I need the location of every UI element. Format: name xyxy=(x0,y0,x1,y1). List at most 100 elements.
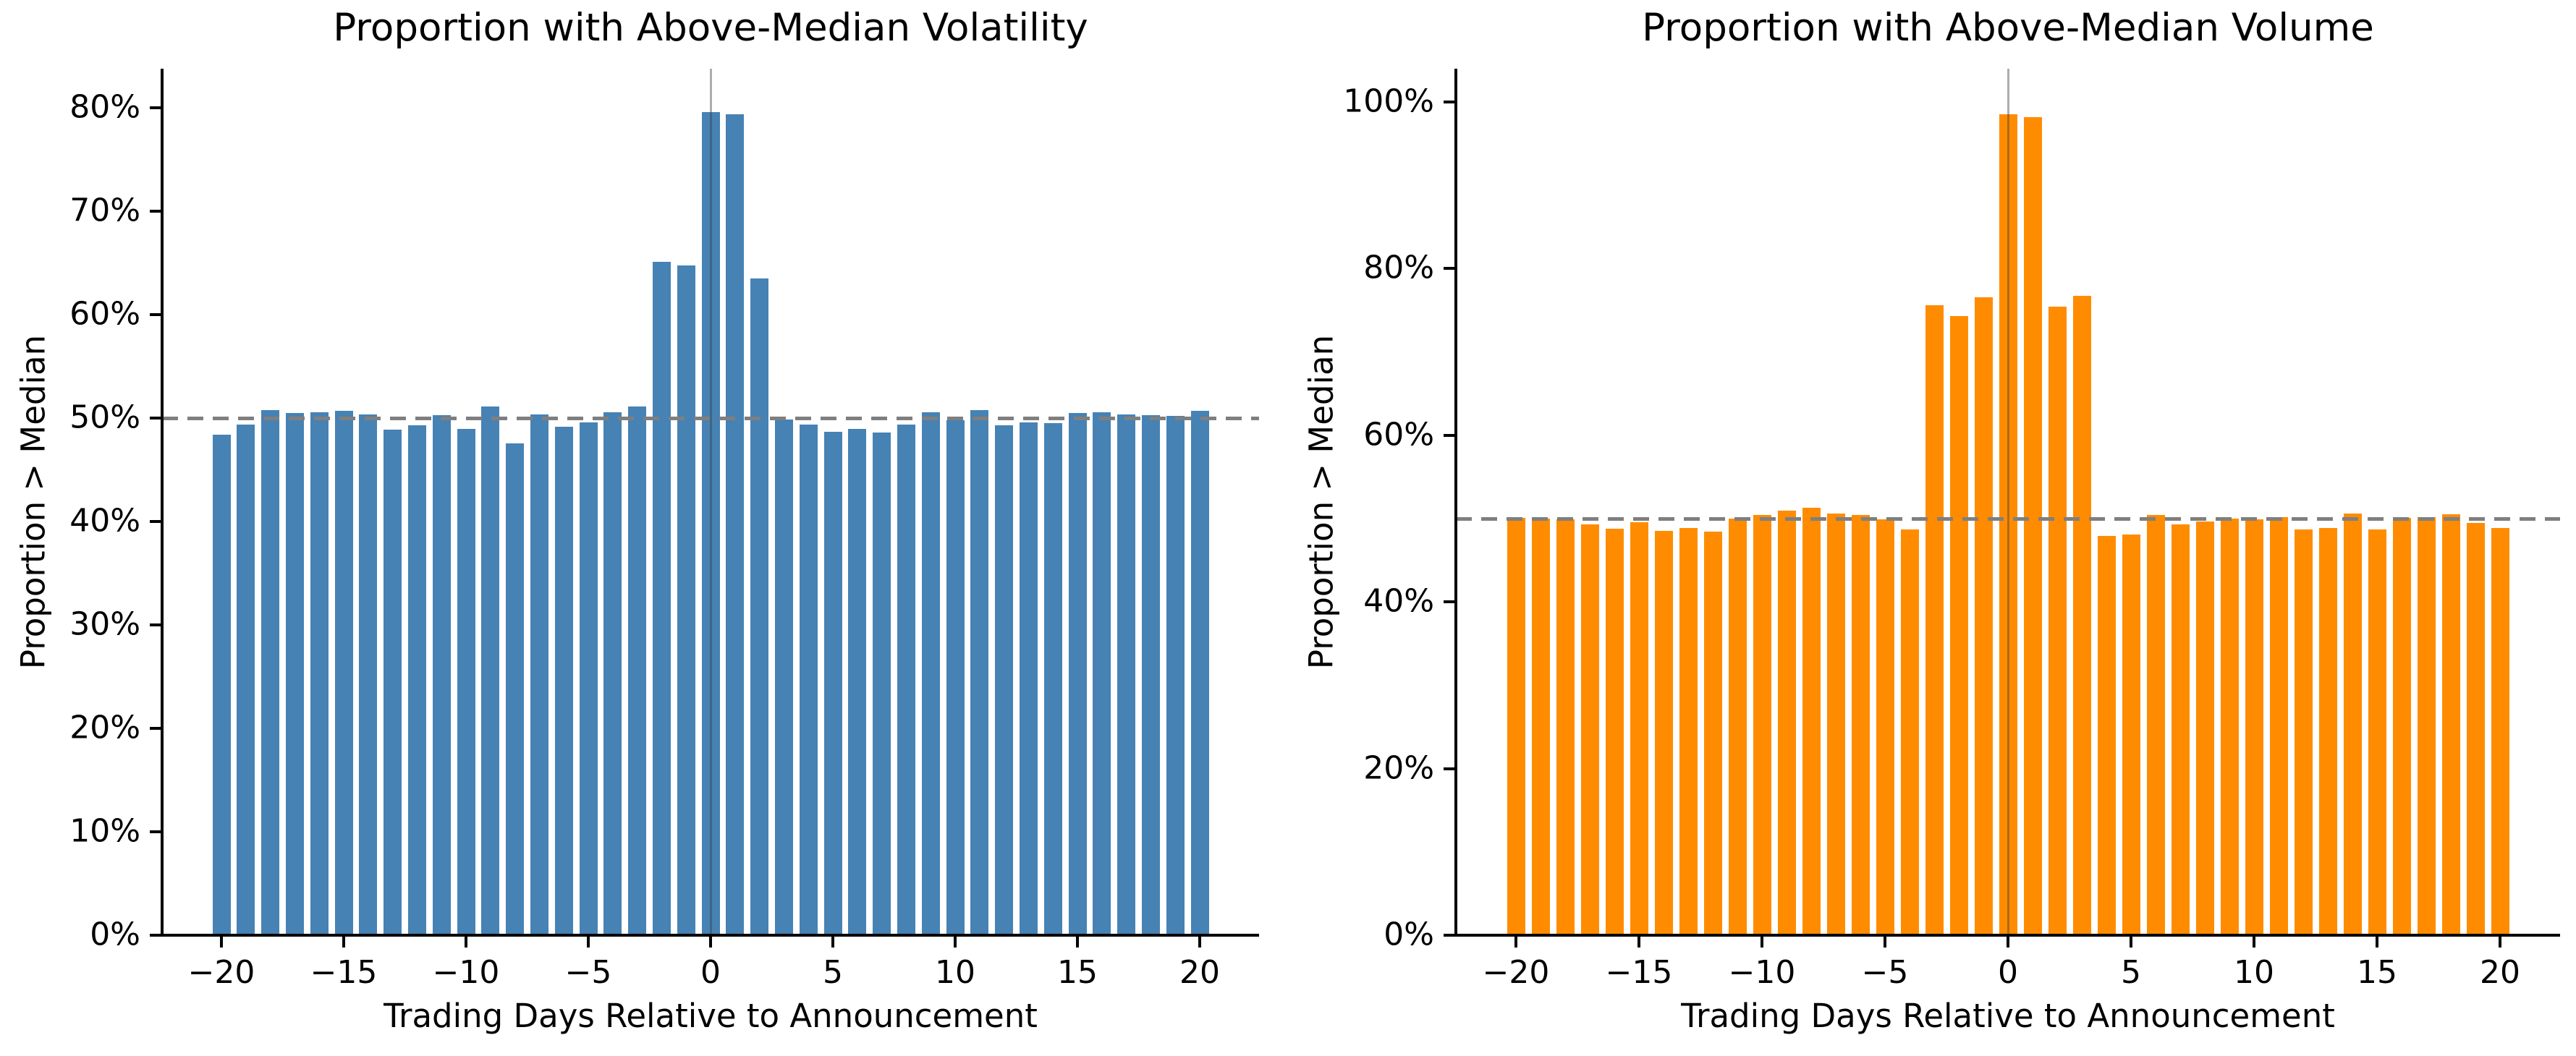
bar-day--6 xyxy=(1851,515,1870,935)
bar-day--5 xyxy=(1876,519,1894,935)
bar-day--13 xyxy=(384,429,402,935)
y-tick-mark xyxy=(150,520,161,524)
bar-day-11 xyxy=(2269,516,2288,935)
x-tick-label: −10 xyxy=(1728,954,1796,991)
bar-day-15 xyxy=(1068,413,1087,935)
y-tick-label: 0% xyxy=(90,916,140,953)
bar-day--7 xyxy=(530,414,548,935)
bar-day--11 xyxy=(432,414,451,935)
x-tick-label: −20 xyxy=(187,954,255,991)
x-tick-label: −5 xyxy=(564,954,612,991)
x-tick-mark xyxy=(342,937,345,948)
y-tick-label: 60% xyxy=(1363,416,1434,454)
bar-day--16 xyxy=(1605,528,1624,935)
bar-day--8 xyxy=(1802,508,1821,935)
x-tick-label: 10 xyxy=(2234,954,2274,991)
y-tick-mark xyxy=(150,727,161,731)
x-tick-mark xyxy=(2376,937,2378,948)
bar-day-3 xyxy=(2072,296,2091,935)
bar-day-16 xyxy=(1093,412,1111,935)
y-tick-mark xyxy=(150,313,161,317)
bar-day-16 xyxy=(2392,517,2411,935)
bar-day--9 xyxy=(1777,510,1796,935)
bar-day-17 xyxy=(1117,414,1136,935)
x-tick-label: 20 xyxy=(2480,954,2520,991)
x-tick-mark xyxy=(1884,937,1886,948)
bar-day-20 xyxy=(1190,411,1209,935)
bar-day-12 xyxy=(995,425,1014,935)
x-tick-mark xyxy=(220,937,223,948)
bar-day--14 xyxy=(1654,531,1673,935)
bar-day--4 xyxy=(603,412,622,935)
plot-area-volume: 0% 20% 40% 60% 80% 100% −20 −15 −10 −5 0 5 10 15 20 xyxy=(1343,69,2560,991)
bar-day-5 xyxy=(823,431,842,935)
y-tick-mark xyxy=(150,106,161,110)
y-tick-mark xyxy=(150,417,161,420)
y-tick-mark xyxy=(1444,600,1454,604)
x-tick-mark xyxy=(2253,937,2255,948)
bar-day-15 xyxy=(2368,529,2386,935)
bar-day-14 xyxy=(2343,514,2362,935)
bar-day--15 xyxy=(334,411,353,935)
bar-day-18 xyxy=(2441,514,2460,935)
bar-day--2 xyxy=(1949,316,1968,935)
bar-day-1 xyxy=(2023,116,2042,935)
bar-day--19 xyxy=(237,424,255,935)
bar-day--6 xyxy=(554,426,573,935)
x-axis-label: Trading Days Relative to Announcement xyxy=(1681,997,2335,1035)
bottom-spine xyxy=(161,934,1259,937)
y-tick-mark xyxy=(150,934,161,937)
y-tick-label: 40% xyxy=(69,502,140,540)
y-tick-label: 100% xyxy=(1343,82,1434,120)
x-tick-mark xyxy=(831,937,834,948)
x-tick-mark xyxy=(709,937,712,948)
bar-day-10 xyxy=(2245,519,2263,935)
y-tick-mark xyxy=(1444,267,1454,271)
bar-day-4 xyxy=(2097,536,2116,935)
bar-day-9 xyxy=(2220,519,2239,935)
x-tick-mark xyxy=(1514,937,1517,948)
bar-day--2 xyxy=(652,262,671,935)
bar-day--10 xyxy=(1753,515,1771,935)
bar-day--18 xyxy=(261,409,280,935)
bar-day-13 xyxy=(2318,527,2337,935)
bar-day--1 xyxy=(677,265,695,935)
bar-day-0 xyxy=(1999,114,2017,935)
x-tick-mark xyxy=(2130,937,2132,948)
bar-day--18 xyxy=(1556,519,1575,935)
bar-day--19 xyxy=(1531,519,1550,935)
chart-panel-volume: Proportion with Above-Median Volume Prop… xyxy=(1288,0,2576,1056)
x-tick-mark xyxy=(1761,937,1763,948)
y-tick-label: 80% xyxy=(69,88,140,126)
bar-day-9 xyxy=(921,412,940,935)
y-tick-mark xyxy=(1444,767,1454,770)
bar-day--13 xyxy=(1679,527,1698,935)
bar-day--20 xyxy=(1507,517,1525,935)
chart-title: Proportion with Above-Median Volume xyxy=(1642,6,2374,50)
y-tick-mark xyxy=(1444,101,1454,104)
bar-day--16 xyxy=(310,412,329,935)
median-reference-line xyxy=(162,416,1259,420)
bar-day--20 xyxy=(212,435,231,935)
bar-day-10 xyxy=(946,420,965,935)
bar-day-2 xyxy=(2048,307,2067,935)
bar-day--14 xyxy=(359,414,378,935)
bar-day--3 xyxy=(628,406,647,935)
bar-day--7 xyxy=(1826,514,1845,935)
bar-day-7 xyxy=(2171,524,2190,935)
bar-day-5 xyxy=(2122,534,2140,935)
bar-day--1 xyxy=(1974,297,1993,935)
x-tick-mark xyxy=(2007,937,2009,948)
y-tick-label: 60% xyxy=(69,295,140,333)
x-tick-label: −20 xyxy=(1482,954,1550,991)
x-axis-label: Trading Days Relative to Announcement xyxy=(384,997,1038,1035)
chart-title: Proportion with Above-Median Volatility xyxy=(333,6,1088,50)
bar-day--15 xyxy=(1630,521,1648,935)
y-tick-label: 80% xyxy=(1363,249,1434,286)
x-tick-label: 0 xyxy=(700,954,721,991)
bar-day-3 xyxy=(774,419,793,935)
bar-day-11 xyxy=(970,409,989,935)
y-tick-mark xyxy=(150,210,161,213)
bar-day--11 xyxy=(1728,519,1747,935)
